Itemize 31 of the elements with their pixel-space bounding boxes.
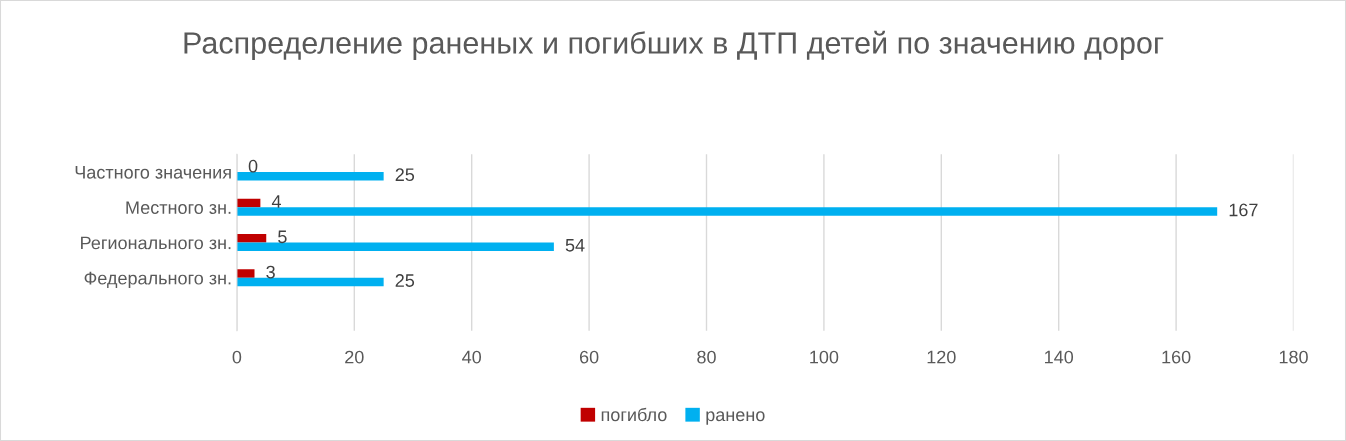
y-tick-label: Регионального зн. <box>81 236 231 250</box>
bar <box>236 242 554 252</box>
y-tick-label: Федерального зн. <box>84 271 231 289</box>
bar <box>236 234 267 243</box>
chart-title: Распределение раненых и погибших в ДТП детей по значению дорог <box>184 30 1164 60</box>
x-tick-label: 40 <box>462 350 482 364</box>
x-tick-label: 120 <box>927 350 956 364</box>
x-tick-label: 60 <box>579 350 599 364</box>
data-label: 54 <box>565 239 585 252</box>
data-label: 3 <box>266 265 275 279</box>
data-label: 5 <box>278 230 287 244</box>
data-label: 0 <box>248 159 258 173</box>
x-tick-label: 20 <box>345 350 364 364</box>
legend-label: ранено <box>706 411 765 425</box>
y-tick-label: Местного зн. <box>126 201 231 214</box>
data-label: 167 <box>1229 203 1258 217</box>
bar <box>236 269 255 278</box>
data-label: 25 <box>395 274 415 287</box>
data-label: 25 <box>395 168 415 182</box>
bar <box>236 171 384 181</box>
x-tick-label: 180 <box>1279 350 1308 364</box>
y-tick-label: Частного значения <box>75 166 231 179</box>
bar <box>236 277 384 287</box>
x-tick-label: 0 <box>232 350 242 364</box>
legend-label: погибло <box>601 407 667 422</box>
x-tick-label: 160 <box>1162 350 1191 364</box>
x-tick-label: 140 <box>1045 350 1074 364</box>
x-tick-label: 100 <box>810 350 839 364</box>
bar <box>236 207 1218 216</box>
data-label: 4 <box>271 195 281 208</box>
x-tick-label: 80 <box>697 350 716 364</box>
